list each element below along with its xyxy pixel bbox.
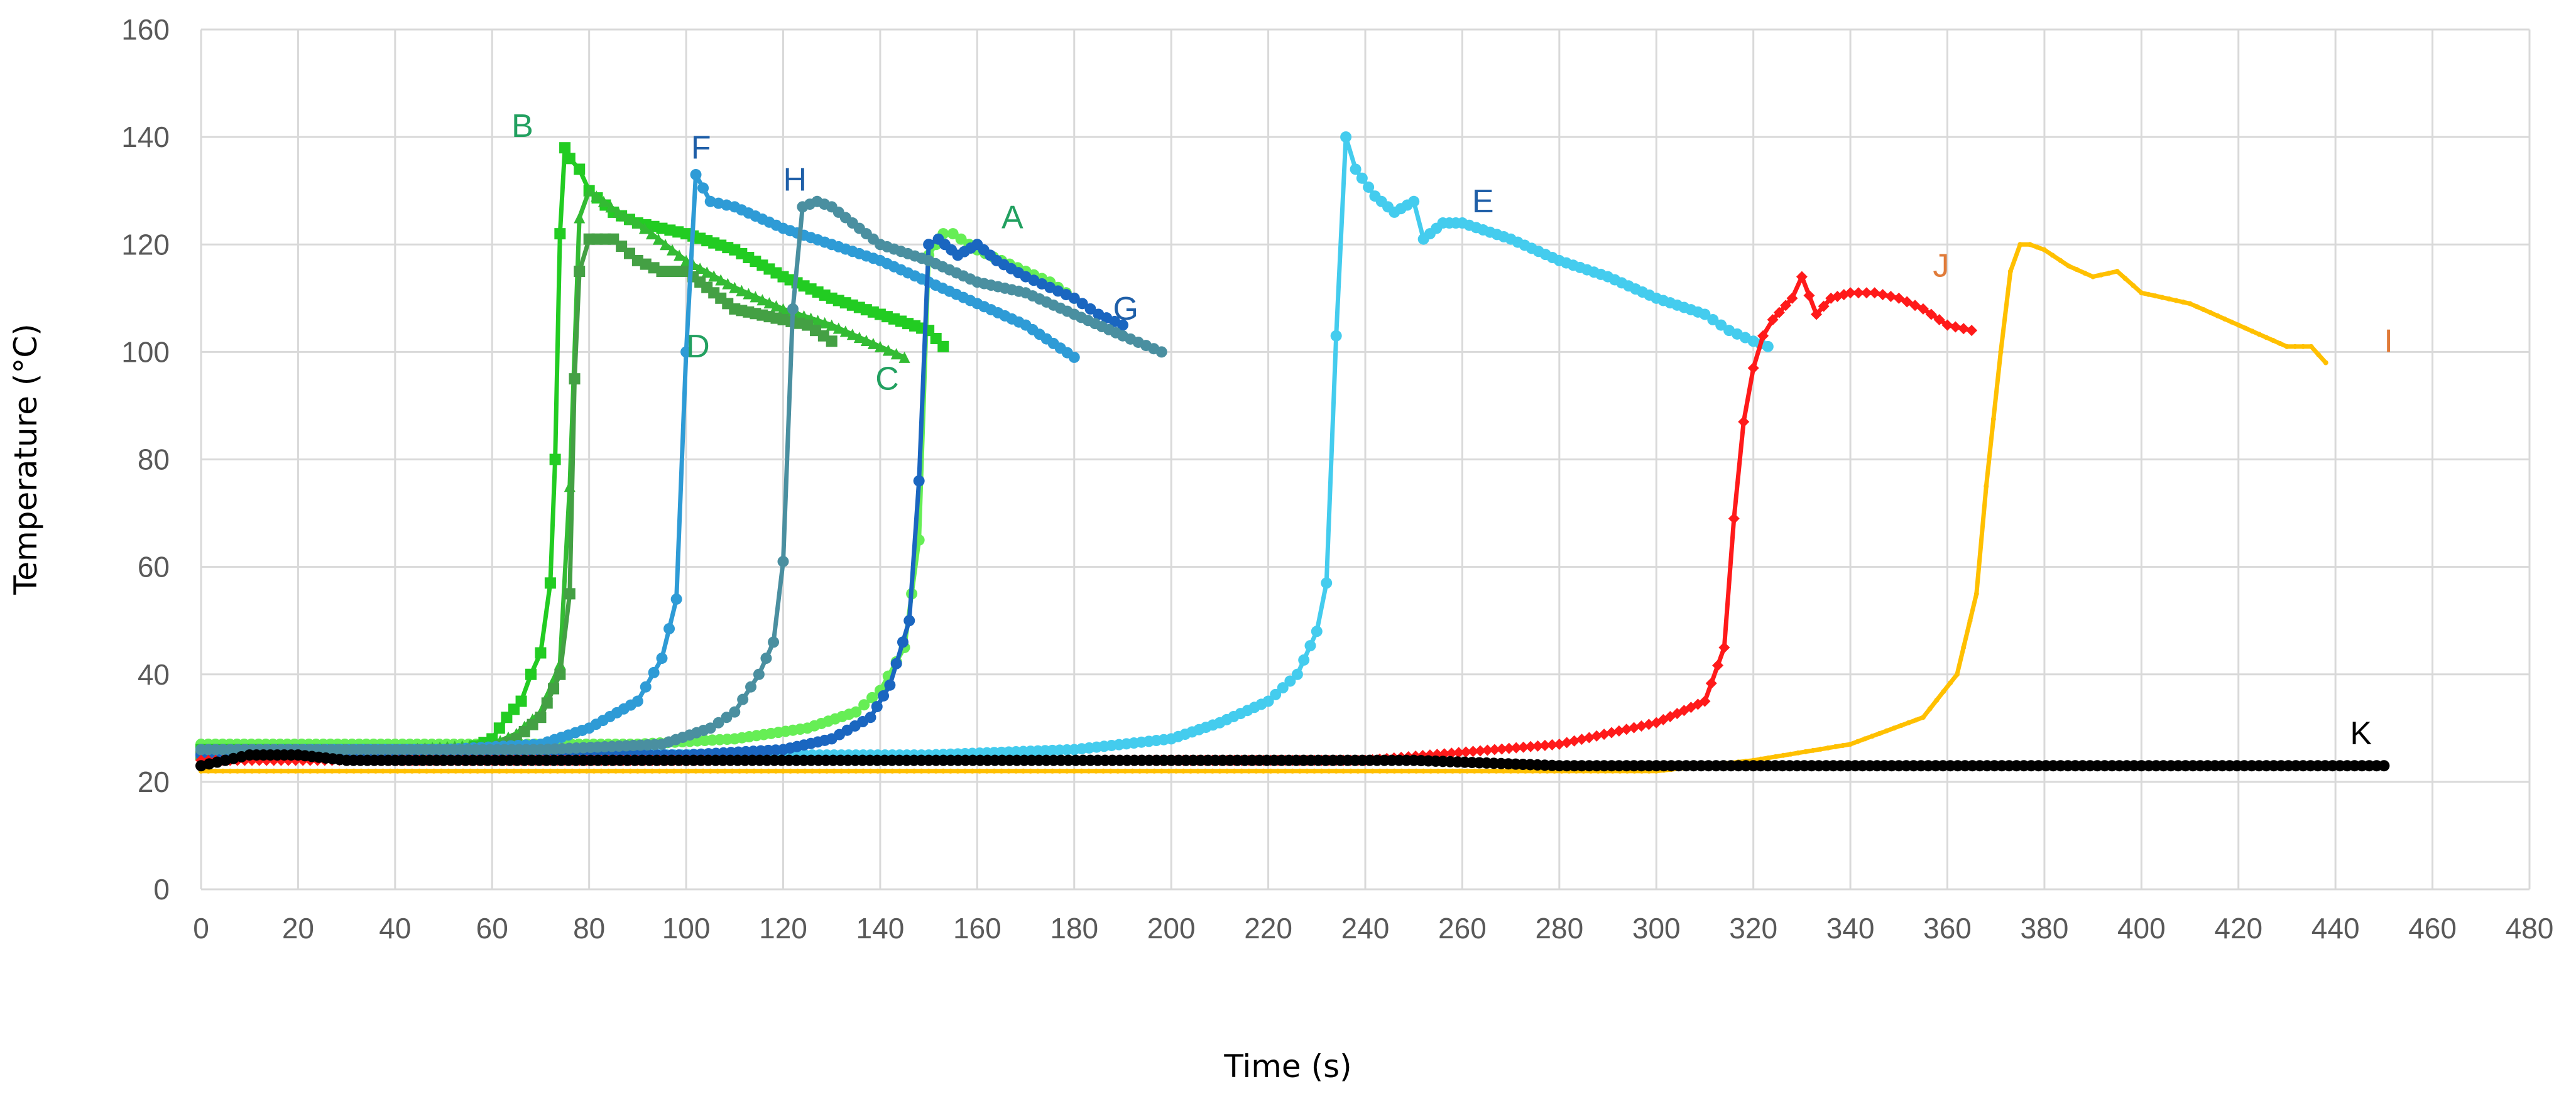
series-label-h: H (783, 162, 807, 198)
x-tick-label: 300 (1632, 912, 1681, 945)
series-lines (195, 131, 2390, 774)
y-tick-label: 40 (138, 658, 170, 691)
series-k (195, 749, 2390, 772)
series-j (195, 271, 1978, 766)
y-tick-label: 60 (138, 551, 170, 583)
y-tick-label: 0 (153, 873, 170, 906)
series-d (195, 233, 838, 761)
x-tick-label: 40 (379, 912, 411, 945)
x-tick-label: 280 (1535, 912, 1583, 945)
x-axis-title: Time (s) (1223, 1048, 1351, 1085)
y-tick-label: 140 (121, 121, 170, 153)
x-tick-label: 420 (2214, 912, 2262, 945)
series-h (195, 195, 1167, 756)
x-tick-label: 80 (573, 912, 605, 945)
y-tick-label: 80 (138, 443, 170, 476)
x-tick-label: 0 (193, 912, 209, 945)
x-tick-label: 220 (1244, 912, 1292, 945)
series-i (199, 242, 2328, 774)
series-labels: A B C D E F G H I J K (511, 108, 2393, 752)
x-tick-label: 240 (1341, 912, 1390, 945)
series-label-k: K (2350, 715, 2372, 752)
x-tick-label: 160 (953, 912, 1001, 945)
series-label-i: I (2384, 323, 2393, 359)
x-tick-label: 180 (1050, 912, 1098, 945)
x-tick-label: 460 (2408, 912, 2457, 945)
y-tick-label: 20 (138, 766, 170, 798)
x-tick-label: 140 (856, 912, 905, 945)
x-tick-label: 200 (1147, 912, 1196, 945)
grid-lines (200, 28, 2531, 891)
x-tick-label: 380 (2021, 912, 2069, 945)
series-label-a: A (1001, 200, 1023, 236)
x-tick-label: 320 (1729, 912, 1777, 945)
series-label-b: B (511, 108, 533, 144)
x-tick-label: 480 (2506, 912, 2554, 945)
series-e (195, 131, 1774, 761)
y-tick-label: 160 (121, 13, 170, 46)
x-tick-label: 60 (476, 912, 508, 945)
x-axis-ticks: 0 20 40 60 80 100 120 140 160 180 200 220 240 260 280 3… (193, 912, 2553, 945)
series-a (195, 228, 1080, 750)
x-tick-label: 340 (1826, 912, 1875, 945)
x-tick-label: 260 (1438, 912, 1487, 945)
x-tick-label: 120 (759, 912, 807, 945)
series-label-c: C (875, 361, 899, 397)
y-tick-label: 120 (121, 228, 170, 261)
x-tick-label: 440 (2311, 912, 2360, 945)
y-axis-ticks: 0 20 40 60 80 100 120 140 160 (121, 13, 170, 906)
y-axis-title: Temperature (°C) (8, 323, 44, 595)
series-label-g: G (1113, 291, 1138, 327)
series-label-e: E (1472, 183, 1494, 220)
x-tick-label: 100 (662, 912, 711, 945)
series-label-f: F (691, 129, 711, 166)
x-tick-label: 400 (2117, 912, 2166, 945)
series-label-j: J (1933, 248, 1949, 285)
x-tick-label: 360 (1923, 912, 1972, 945)
y-tick-label: 100 (121, 335, 170, 368)
x-tick-label: 20 (282, 912, 314, 945)
series-label-d: D (686, 328, 710, 365)
